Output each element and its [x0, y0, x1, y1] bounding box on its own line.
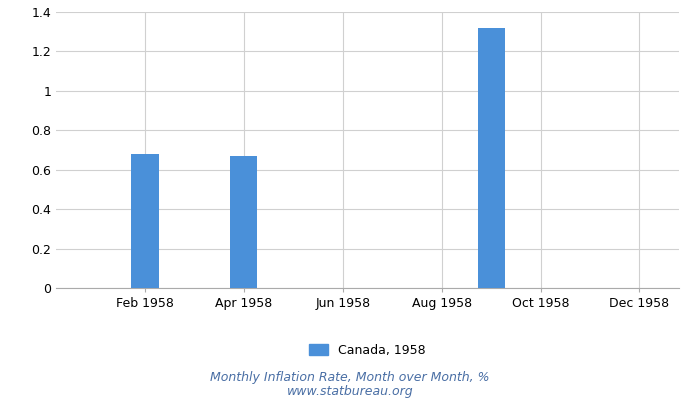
Bar — [230, 156, 258, 288]
Legend: Canada, 1958: Canada, 1958 — [309, 344, 426, 357]
Bar — [477, 28, 505, 288]
Text: Monthly Inflation Rate, Month over Month, %: Monthly Inflation Rate, Month over Month… — [210, 372, 490, 384]
Bar — [132, 154, 159, 288]
Text: www.statbureau.org: www.statbureau.org — [287, 386, 413, 398]
